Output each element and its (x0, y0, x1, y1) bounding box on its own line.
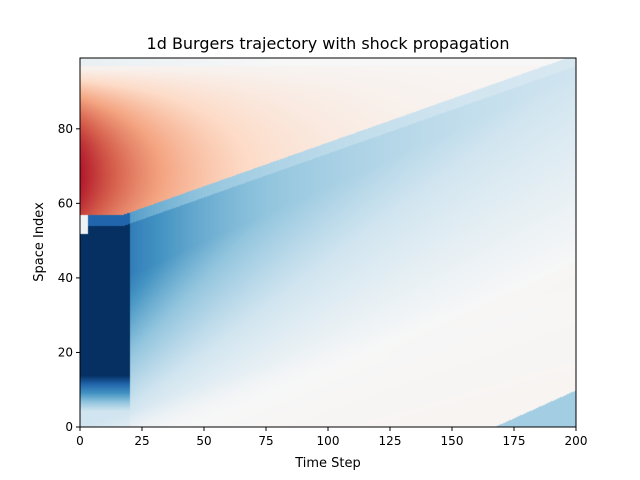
x-tick-label: 150 (441, 434, 464, 448)
heatmap (80, 58, 576, 427)
x-tick-label: 125 (379, 434, 402, 448)
y-axis: 0 20 40 60 80 (58, 122, 80, 434)
chart-title: 1d Burgers trajectory with shock propaga… (147, 34, 510, 53)
x-axis: 0 25 50 75 100 125 150 175 200 (76, 427, 587, 448)
y-tick-label: 20 (58, 345, 73, 359)
y-tick-label: 40 (58, 271, 73, 285)
x-tick-label: 75 (258, 434, 273, 448)
x-tick-label: 50 (196, 434, 211, 448)
x-tick-label: 25 (134, 434, 149, 448)
x-tick-label: 175 (503, 434, 526, 448)
y-tick-label: 0 (65, 420, 73, 434)
x-tick-label: 200 (565, 434, 588, 448)
y-tick-label: 60 (58, 196, 73, 210)
x-axis-label: Time Step (294, 456, 361, 471)
y-axis-label: Space Index (32, 202, 47, 282)
x-tick-label: 100 (317, 434, 340, 448)
x-tick-label: 0 (76, 434, 84, 448)
y-tick-label: 80 (58, 122, 73, 136)
